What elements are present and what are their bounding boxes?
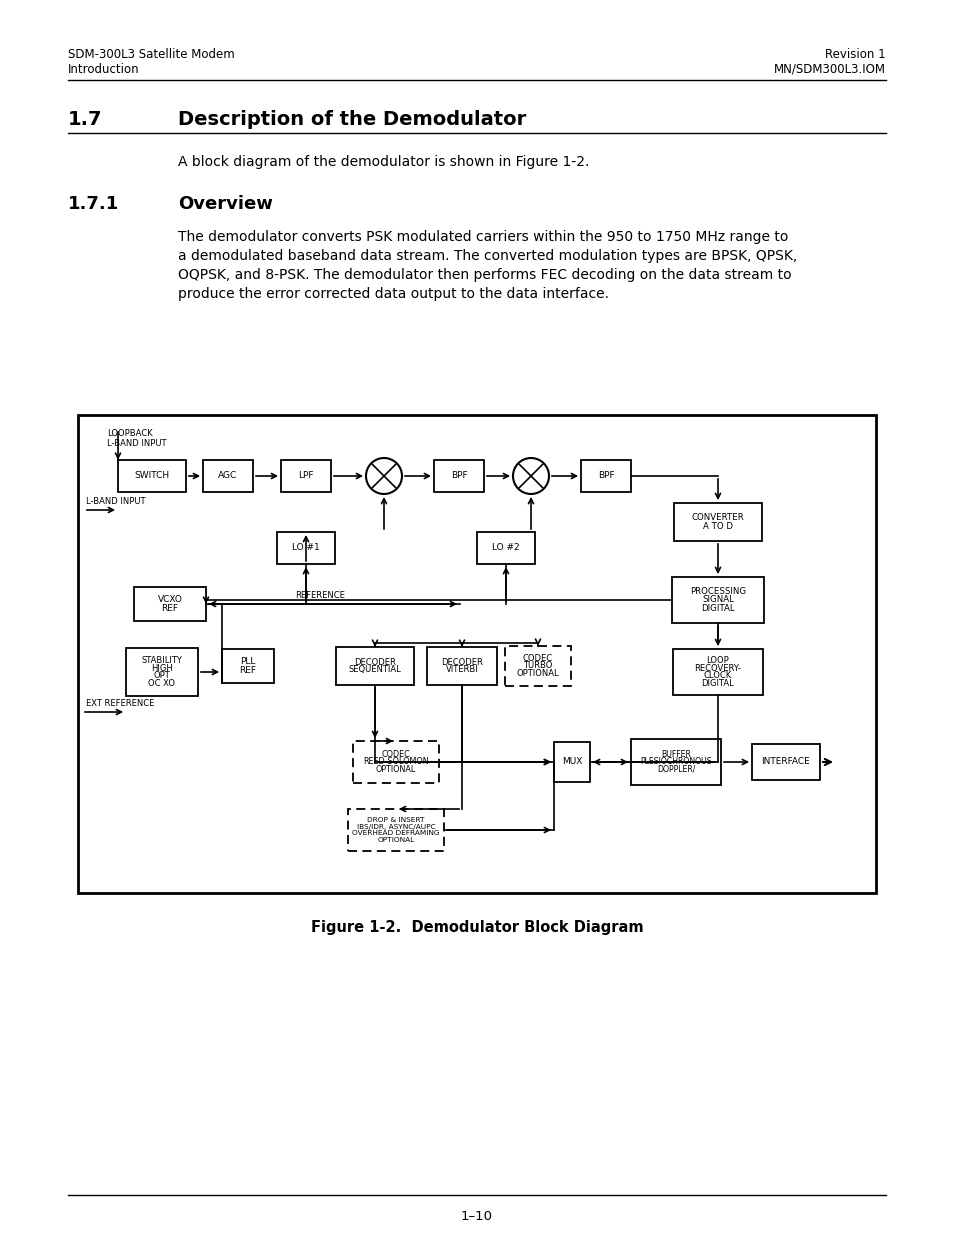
Bar: [554, 742, 589, 782]
Circle shape: [513, 458, 548, 494]
Text: Revision 1: Revision 1: [824, 48, 885, 61]
Text: CODEC: CODEC: [522, 653, 553, 663]
Text: HIGH: HIGH: [151, 663, 172, 673]
Text: 1.7.1: 1.7.1: [68, 195, 119, 212]
Text: SIGNAL: SIGNAL: [701, 595, 733, 604]
Text: produce the error corrected data output to the data interface.: produce the error corrected data output …: [178, 287, 608, 301]
Text: The demodulator converts PSK modulated carriers within the 950 to 1750 MHz range: The demodulator converts PSK modulated c…: [178, 230, 787, 245]
Bar: [630, 739, 720, 785]
Text: AGC: AGC: [218, 472, 237, 480]
Text: DECODER: DECODER: [440, 657, 482, 667]
Text: LOOPBACK: LOOPBACK: [107, 429, 152, 438]
Text: Overview: Overview: [178, 195, 273, 212]
Text: SEQUENTIAL: SEQUENTIAL: [348, 666, 401, 674]
Text: OVERHEAD DEFRAMING: OVERHEAD DEFRAMING: [352, 830, 439, 836]
Text: MN/SDM300L3.IOM: MN/SDM300L3.IOM: [773, 63, 885, 77]
Text: LOOP: LOOP: [706, 656, 729, 664]
Text: REF: REF: [161, 604, 178, 613]
Text: CONVERTER: CONVERTER: [691, 514, 743, 522]
Text: DOPPLER/: DOPPLER/: [656, 764, 695, 774]
Text: Figure 1-2.  Demodulator Block Diagram: Figure 1-2. Demodulator Block Diagram: [311, 920, 642, 935]
Text: DIGITAL: DIGITAL: [700, 679, 734, 688]
Text: OPTIONAL: OPTIONAL: [375, 764, 416, 774]
Bar: [504, 646, 571, 685]
Text: LPF: LPF: [298, 472, 314, 480]
Bar: [673, 503, 761, 541]
Text: 1–10: 1–10: [460, 1210, 493, 1223]
Text: L-BAND INPUT: L-BAND INPUT: [86, 496, 146, 506]
Text: 1.7: 1.7: [68, 110, 102, 128]
Text: SDM-300L3 Satellite Modem: SDM-300L3 Satellite Modem: [68, 48, 234, 61]
Text: MUX: MUX: [561, 757, 581, 767]
Bar: [353, 741, 438, 783]
Text: OC XO: OC XO: [149, 679, 175, 688]
Text: OQPSK, and 8-PSK. The demodulator then performs FEC decoding on the data stream : OQPSK, and 8-PSK. The demodulator then p…: [178, 268, 791, 282]
Text: PLL: PLL: [240, 657, 255, 666]
Text: VCXO: VCXO: [157, 595, 182, 604]
Circle shape: [366, 458, 401, 494]
Bar: [672, 650, 762, 695]
Text: BPF: BPF: [450, 472, 467, 480]
Text: a demodulated baseband data stream. The converted modulation types are BPSK, QPS: a demodulated baseband data stream. The …: [178, 249, 797, 263]
Bar: [203, 459, 253, 492]
Text: OPT: OPT: [153, 672, 171, 680]
Text: VITERBI: VITERBI: [445, 666, 477, 674]
Text: DIGITAL: DIGITAL: [700, 604, 734, 613]
Bar: [348, 809, 443, 851]
Bar: [335, 647, 414, 685]
Bar: [434, 459, 483, 492]
Bar: [222, 650, 274, 683]
Bar: [126, 648, 198, 697]
Bar: [78, 415, 875, 893]
Text: Description of the Demodulator: Description of the Demodulator: [178, 110, 526, 128]
Text: SWITCH: SWITCH: [134, 472, 170, 480]
Text: LO #1: LO #1: [292, 543, 319, 552]
Text: BUFFER: BUFFER: [660, 750, 690, 760]
Bar: [427, 647, 497, 685]
Text: LO #2: LO #2: [492, 543, 519, 552]
Text: DROP & INSERT: DROP & INSERT: [367, 816, 424, 823]
Bar: [476, 532, 535, 564]
Text: CLOCK: CLOCK: [703, 672, 731, 680]
Text: IBS/IDR, ASYNC/AUPC: IBS/IDR, ASYNC/AUPC: [356, 824, 435, 830]
Text: RECOVERY-: RECOVERY-: [694, 663, 740, 673]
Bar: [276, 532, 335, 564]
Bar: [118, 459, 186, 492]
Bar: [281, 459, 331, 492]
Text: BPF: BPF: [598, 472, 614, 480]
Text: DECODER: DECODER: [354, 657, 395, 667]
Bar: [580, 459, 630, 492]
Text: Introduction: Introduction: [68, 63, 139, 77]
Text: REF: REF: [239, 666, 256, 674]
Bar: [133, 587, 206, 621]
Text: REFERENCE: REFERENCE: [294, 592, 345, 600]
Text: TURBO: TURBO: [523, 662, 552, 671]
Text: PROCESSING: PROCESSING: [689, 588, 745, 597]
Text: OPTIONAL: OPTIONAL: [377, 837, 415, 844]
Text: L-BAND INPUT: L-BAND INPUT: [107, 438, 167, 448]
Text: A TO D: A TO D: [702, 521, 732, 531]
Bar: [751, 743, 820, 781]
Text: A block diagram of the demodulator is shown in Figure 1-2.: A block diagram of the demodulator is sh…: [178, 156, 589, 169]
Text: REED-SOLOMON: REED-SOLOMON: [363, 757, 428, 767]
Text: INTERFACE: INTERFACE: [760, 757, 809, 767]
Text: OPTIONAL: OPTIONAL: [517, 669, 558, 678]
Text: CODEC: CODEC: [381, 750, 410, 760]
Text: PLESIOCHRONOUS: PLESIOCHRONOUS: [639, 757, 711, 767]
Text: STABILITY: STABILITY: [141, 656, 182, 664]
Text: EXT REFERENCE: EXT REFERENCE: [86, 699, 154, 708]
Bar: [671, 577, 763, 622]
